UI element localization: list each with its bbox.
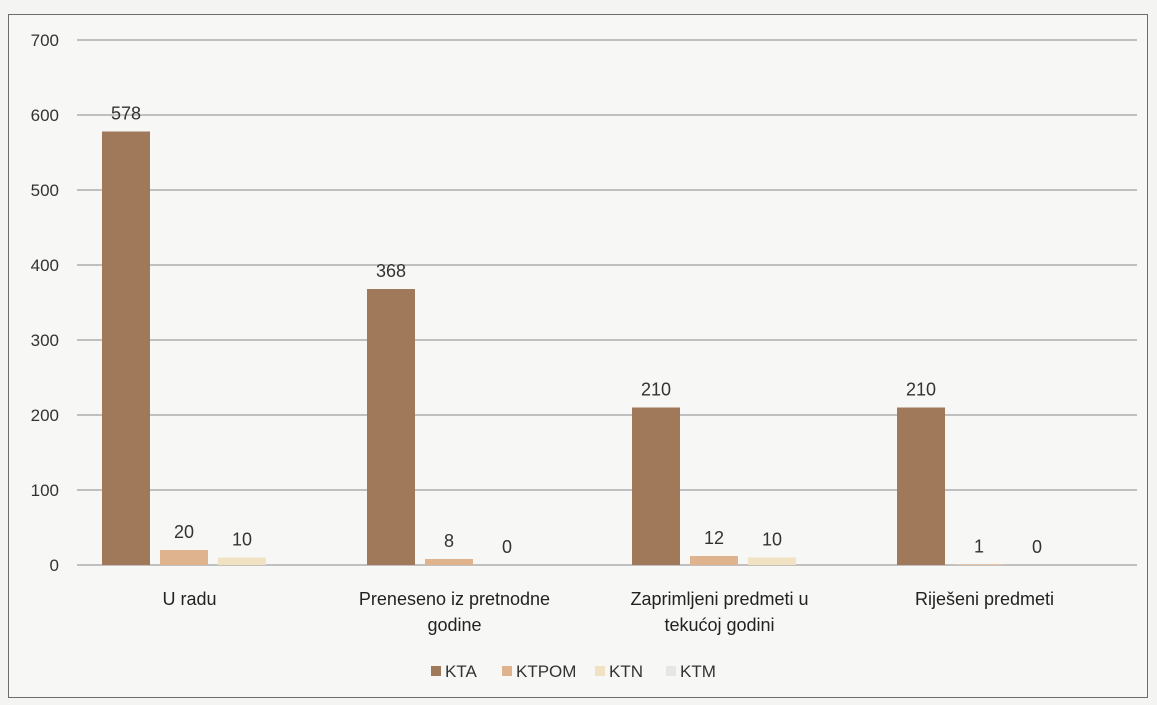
y-tick-label: 700 xyxy=(31,31,59,50)
y-tick-label: 400 xyxy=(31,256,59,275)
legend-swatch-ktn xyxy=(595,666,605,676)
legend-label-ktn: KTN xyxy=(609,662,643,681)
legend-swatch-kta xyxy=(431,666,441,676)
data-label: 578 xyxy=(111,104,141,124)
legend-swatch-ktpom xyxy=(502,666,512,676)
category-label: U radu xyxy=(162,589,216,609)
data-label: 10 xyxy=(232,530,252,550)
legend-label-ktpom: KTPOM xyxy=(516,662,576,681)
legend: KTA KTPOM KTN KTM xyxy=(431,662,716,681)
chart-frame: 0 100 200 300 400 500 600 700 578 20 10 368 8 0 210 12… xyxy=(8,14,1148,698)
bar-kta xyxy=(367,289,415,565)
data-label: 20 xyxy=(174,522,194,542)
data-label: 0 xyxy=(502,537,512,557)
data-label: 210 xyxy=(641,380,671,400)
data-label: 368 xyxy=(376,261,406,281)
category-label: Preneseno iz pretnodne xyxy=(359,589,550,609)
data-label: 8 xyxy=(444,531,454,551)
category-label: Zaprimljeni predmeti u xyxy=(630,589,808,609)
bar-ktn xyxy=(218,557,266,565)
data-label: 210 xyxy=(906,380,936,400)
y-tick-label: 200 xyxy=(31,406,59,425)
data-label: 0 xyxy=(1032,537,1042,557)
legend-swatch-ktm xyxy=(666,666,676,676)
y-tick-label: 300 xyxy=(31,331,59,350)
data-label: 1 xyxy=(974,536,984,556)
y-tick-label: 600 xyxy=(31,106,59,125)
bar-kta xyxy=(897,407,945,565)
bar-ktpom xyxy=(955,564,1003,565)
y-axis: 0 100 200 300 400 500 600 700 xyxy=(31,31,59,575)
bar-kta xyxy=(102,131,150,565)
category-label: Riješeni predmeti xyxy=(915,589,1054,609)
y-tick-label: 100 xyxy=(31,481,59,500)
y-tick-label: 0 xyxy=(50,556,59,575)
legend-label-ktm: KTM xyxy=(680,662,716,681)
category-label: tekućoj godini xyxy=(664,615,774,635)
y-tick-label: 500 xyxy=(31,181,59,200)
data-label: 10 xyxy=(762,530,782,550)
data-label: 12 xyxy=(704,528,724,548)
category-label: godine xyxy=(427,615,481,635)
legend-label-kta: KTA xyxy=(445,662,477,681)
bar-kta xyxy=(632,407,680,565)
bar-ktpom xyxy=(425,559,473,565)
x-axis-categories: U radu Preneseno iz pretnodne godine Zaprim… xyxy=(162,589,1054,635)
bar-ktn xyxy=(748,557,796,565)
bars xyxy=(102,131,1003,565)
grid-layer xyxy=(77,39,1137,566)
bar-ktpom xyxy=(690,556,738,565)
bar-ktpom xyxy=(160,550,208,565)
